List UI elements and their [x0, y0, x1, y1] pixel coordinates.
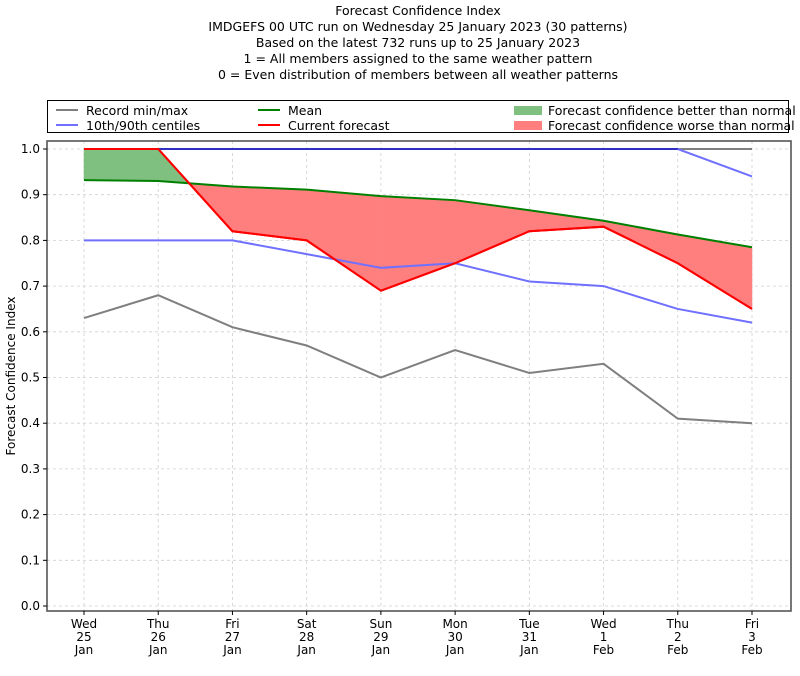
legend-label-record: Record min/max [86, 102, 189, 118]
x-tick-label: Feb [741, 643, 762, 657]
legend-entry-worse: Forecast confidence worse than normal [514, 117, 795, 133]
x-tick-label: 1 [600, 630, 608, 644]
series-lines [83, 148, 753, 425]
y-tick-label: 0.2 [21, 508, 40, 522]
x-tick-label: 26 [151, 630, 166, 644]
x-tick-label: Fri [225, 617, 239, 631]
legend-swatch-better [514, 105, 542, 115]
x-tick-label: Thu [666, 617, 690, 631]
axes-frame [46, 140, 792, 612]
legend-entry-centiles: 10th/90th centiles [56, 117, 201, 133]
chart-subtitle-run: IMDGEFS 00 UTC run on Wednesday 25 Janua… [208, 19, 628, 34]
chart-title-block: Forecast Confidence Index IMDGEFS 00 UTC… [0, 3, 800, 83]
legend-entry-record: Record min/max [56, 102, 189, 118]
y-tick-label: 0.4 [21, 416, 40, 430]
y-tick-label: 0.8 [21, 233, 40, 247]
chart-subtitle-based-on: Based on the latest 732 runs up to 25 Ja… [255, 35, 581, 50]
y-tick-label: 0.3 [21, 462, 40, 476]
x-tick-label: 28 [299, 630, 314, 644]
legend-swatch-mean [258, 109, 280, 111]
x-tick-label: Feb [667, 643, 688, 657]
x-tick-label: 2 [674, 630, 682, 644]
x-tick-label: 31 [522, 630, 537, 644]
y-tick-label: 0.5 [21, 371, 40, 385]
chart-title: Forecast Confidence Index [335, 3, 501, 18]
y-tick-label: 0.0 [21, 599, 40, 613]
legend-entry-mean: Mean [258, 102, 323, 118]
chart-legend: Record min/max 10th/90th centiles Mean C… [47, 100, 796, 133]
legend-swatch-worse [514, 120, 542, 130]
legend-swatch-record [56, 109, 78, 111]
x-tick-label: Sun [369, 617, 392, 631]
x-tick-label: Wed [71, 617, 97, 631]
legend-label-worse: Forecast confidence worse than normal [548, 117, 795, 133]
chart-subtitle-scale-one: 1 = All members assigned to the same wea… [243, 51, 593, 66]
current-forecast-line-top [84, 148, 753, 310]
centile-10-line [84, 239, 753, 324]
chart-subtitle-scale-zero: 0 = Even distribution of members between… [217, 67, 619, 82]
x-tick-label: Mon [442, 617, 467, 631]
legend-entry-better: Forecast confidence better than normal [514, 102, 796, 118]
legend-entry-current: Current forecast [258, 117, 390, 133]
x-tick-label: 3 [748, 630, 756, 644]
fill-better-than-normal [83, 148, 159, 182]
fill-worse-than-normal [306, 189, 382, 292]
mean-line [83, 179, 753, 249]
x-tick-label: Jan [222, 643, 242, 657]
record-min-line [83, 294, 753, 425]
x-tick-label: 30 [447, 630, 462, 644]
legend-swatch-current [258, 124, 280, 126]
x-tick-label: Jan [148, 643, 168, 657]
legend-label-better: Forecast confidence better than normal [548, 102, 796, 118]
legend-swatch-centiles [56, 124, 78, 126]
x-tick-label: 27 [225, 630, 240, 644]
x-tick-label: Fri [745, 617, 759, 631]
y-axis-label: Forecast Confidence Index [4, 297, 18, 456]
x-tick-label: 29 [373, 630, 388, 644]
x-tick-label: Thu [146, 617, 170, 631]
y-tick-label: 1.0 [21, 142, 40, 156]
fill-areas [83, 148, 753, 310]
legend-label-current: Current forecast [288, 117, 390, 133]
x-tick-label: Sat [297, 617, 317, 631]
centile-90-line [84, 148, 753, 178]
x-tick-label: Jan [74, 643, 94, 657]
y-tick-label: 0.6 [21, 325, 40, 339]
axis-ticks: 0.00.10.20.30.40.50.60.70.80.91.0Wed25Ja… [21, 142, 763, 657]
y-tick-label: 0.1 [21, 553, 40, 567]
x-tick-label: Jan [519, 643, 539, 657]
x-tick-label: Jan [296, 643, 316, 657]
legend-label-mean: Mean [288, 102, 323, 118]
x-tick-label: Wed [590, 617, 616, 631]
x-tick-label: Feb [593, 643, 614, 657]
x-tick-label: 25 [76, 630, 91, 644]
y-tick-label: 0.9 [21, 188, 40, 202]
legend-label-centiles: 10th/90th centiles [86, 117, 201, 133]
y-tick-label: 0.7 [21, 279, 40, 293]
x-tick-label: Jan [445, 643, 465, 657]
x-tick-label: Jan [371, 643, 391, 657]
x-tick-label: Tue [518, 617, 540, 631]
